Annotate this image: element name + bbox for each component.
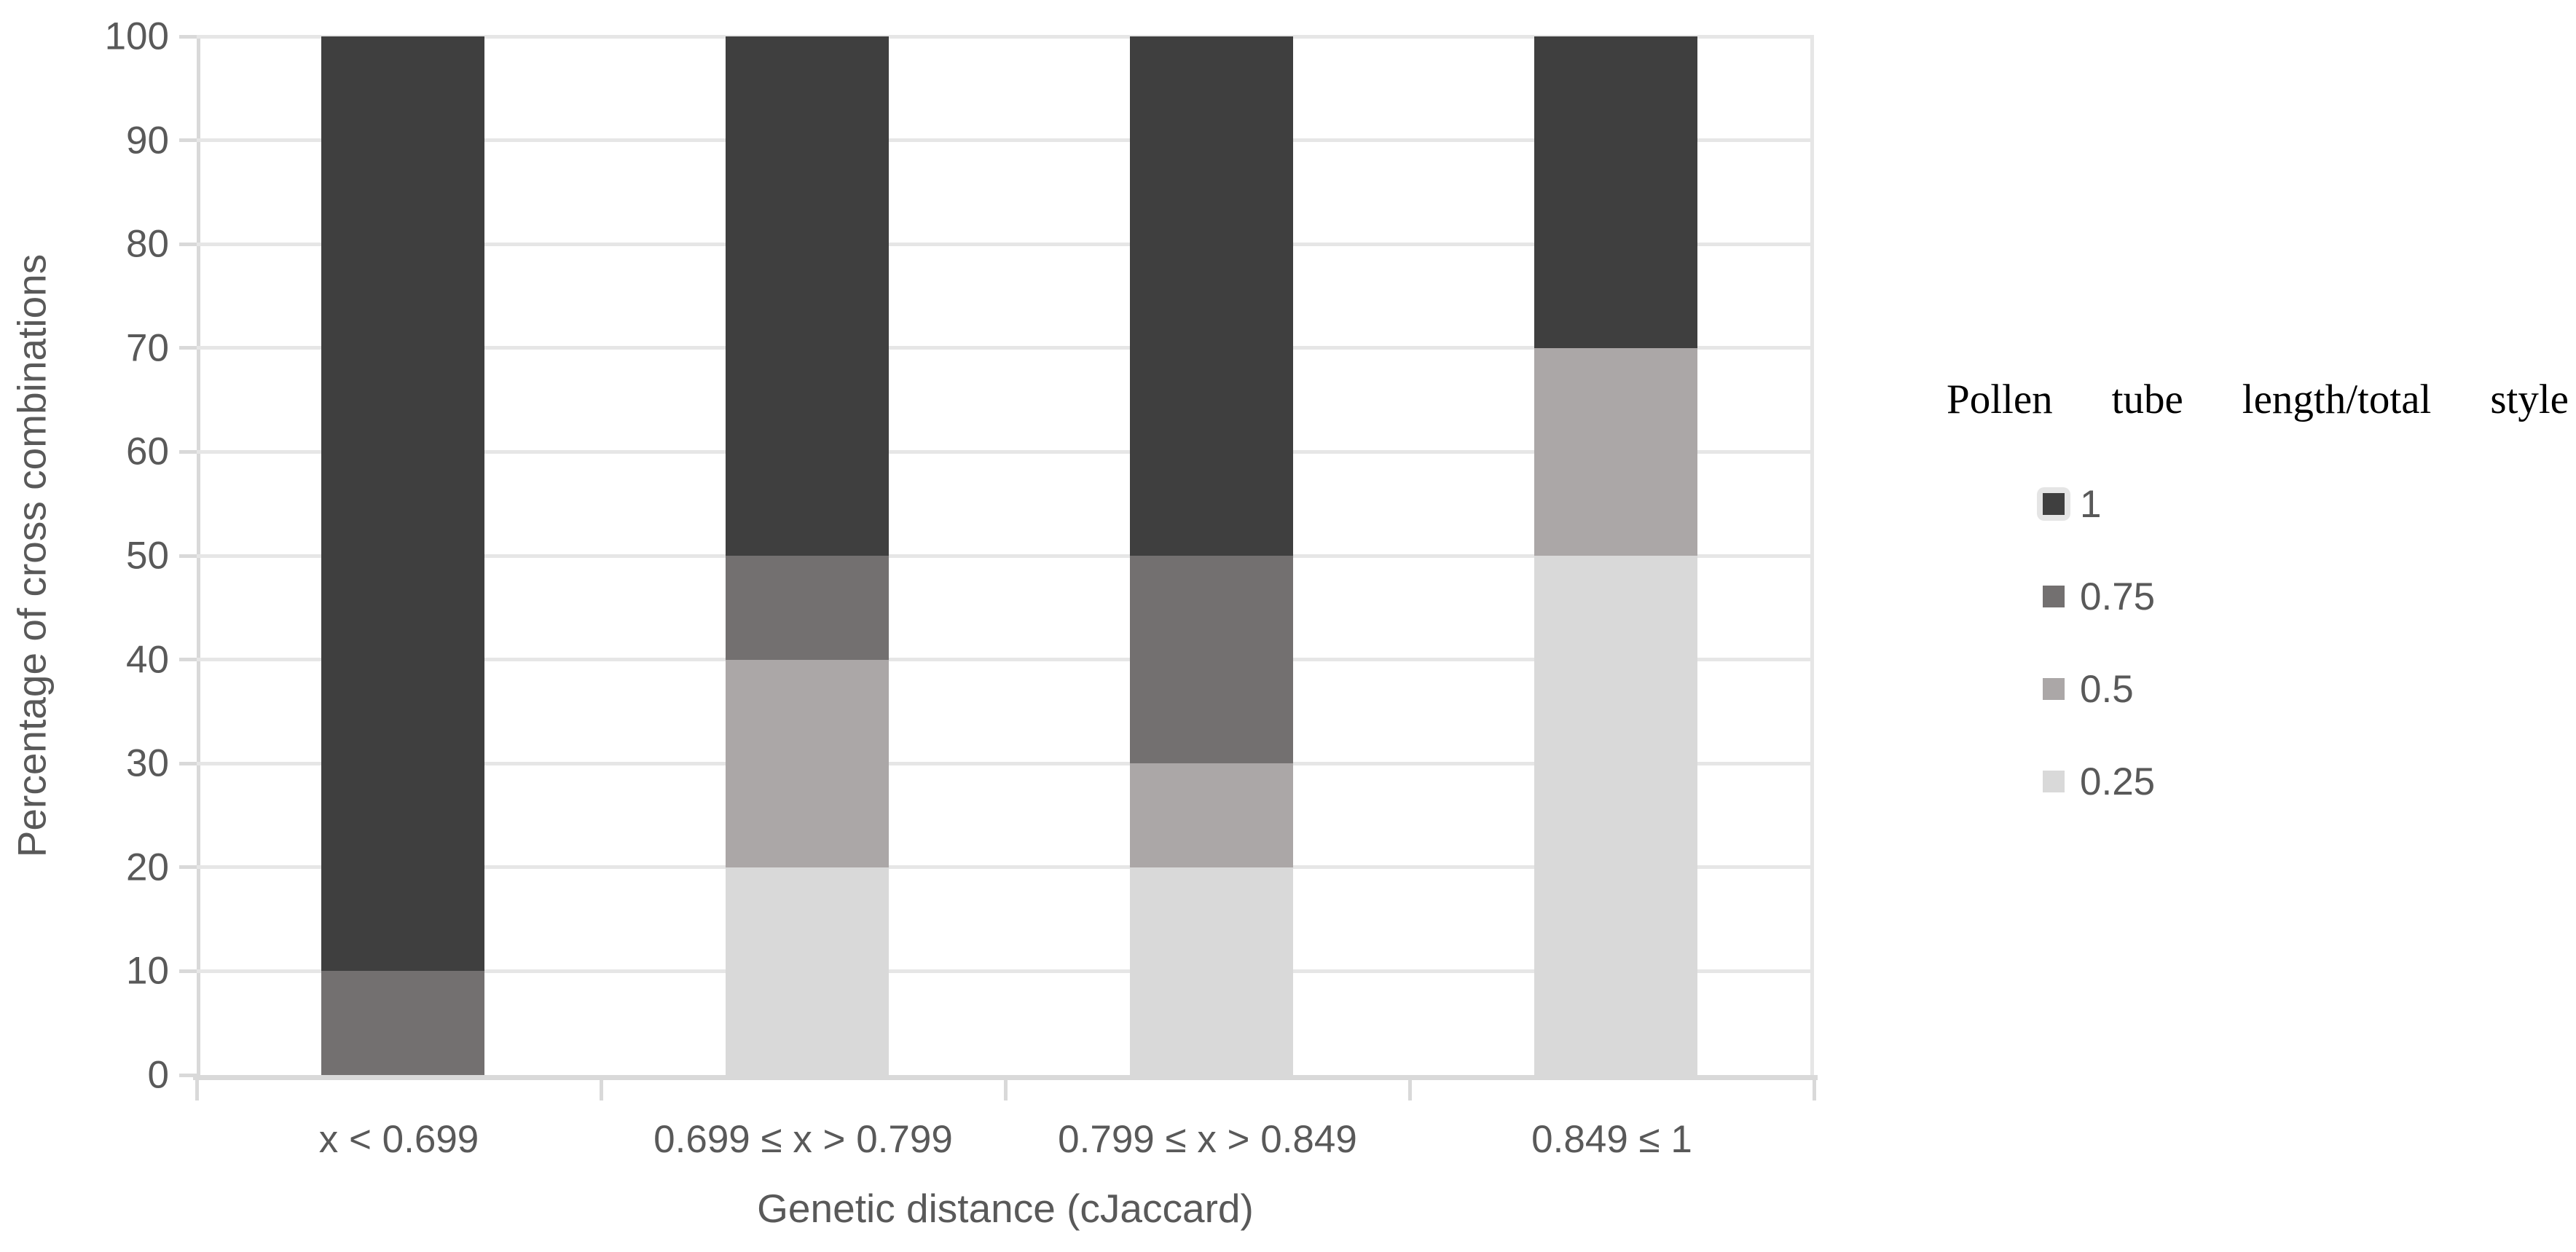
- legend-swatch-0.5: [2043, 678, 2065, 700]
- bar-3-segment-0.5: [1129, 763, 1293, 867]
- gridline-y-10: [197, 969, 1814, 973]
- y-axis-tick: [179, 1073, 197, 1077]
- bar-2-segment-0.25: [725, 867, 889, 1075]
- gridline-y-60: [197, 449, 1814, 454]
- gridline-y-90: [197, 138, 1814, 143]
- bar-3-segment-0.75: [1129, 556, 1293, 764]
- x-axis-tick: [195, 1076, 199, 1101]
- legend-item-label: 0.75: [2080, 575, 2156, 618]
- y-tick-label: 40: [126, 638, 169, 682]
- y-tick-label: 20: [126, 846, 169, 889]
- y-axis-tick: [179, 34, 197, 39]
- y-tick-label: 100: [104, 15, 169, 58]
- gridline-y-100: [197, 34, 1814, 39]
- legend-item-0.5: 0.5: [2037, 667, 2134, 711]
- legend-swatch-wrap: [2037, 580, 2070, 613]
- y-axis-tick: [179, 554, 197, 558]
- legend-swatch-wrap: [2037, 765, 2070, 798]
- bar-4-segment-0.25: [1534, 556, 1697, 1075]
- bar-1: [321, 36, 484, 1075]
- x-axis-title: Genetic distance (cJaccard): [757, 1186, 1254, 1231]
- legend-item-0.25: 0.25: [2037, 760, 2155, 803]
- legend-title: Pollen tube length/total style: [1947, 377, 2569, 423]
- legend-swatch-0.75: [2043, 586, 2065, 607]
- y-axis-tick: [179, 242, 197, 246]
- x-category-label: 0.699 ≤ x > 0.799: [653, 1118, 953, 1161]
- gridline-y-70: [197, 346, 1814, 350]
- bar-3: [1129, 36, 1293, 1075]
- x-axis-tick: [1407, 1076, 1412, 1101]
- bar-3-segment-0.25: [1129, 867, 1293, 1075]
- bar-3-segment-1: [1129, 36, 1293, 556]
- legend-swatch-wrap: [2037, 672, 2070, 706]
- y-axis-tick: [179, 449, 197, 454]
- gridline-y-40: [197, 658, 1814, 662]
- legend-title-word: Pollen: [1947, 377, 2053, 422]
- y-axis-tick: [179, 969, 197, 973]
- gridline-y-50: [197, 554, 1814, 558]
- gridline-y-30: [197, 761, 1814, 765]
- y-axis-tick: [179, 138, 197, 143]
- bar-4-segment-0.5: [1534, 347, 1697, 556]
- legend-title-word: length/total: [2242, 377, 2432, 422]
- bar-4-segment-1: [1534, 36, 1697, 348]
- y-tick-label: 90: [126, 119, 169, 162]
- legend-item-1: 1: [2037, 482, 2101, 526]
- legend-title-word: tube: [2111, 377, 2183, 422]
- x-axis-tick: [599, 1076, 603, 1101]
- x-category-label: 0.799 ≤ x > 0.849: [1058, 1118, 1357, 1161]
- bar-2-segment-0.5: [725, 659, 889, 867]
- y-tick-label: 10: [126, 949, 169, 993]
- x-category-label: 0.849 ≤ 1: [1531, 1118, 1692, 1161]
- bar-2: [725, 36, 889, 1075]
- bar-2-segment-1: [725, 36, 889, 556]
- x-category-label: x < 0.699: [318, 1118, 479, 1161]
- y-axis-tick: [179, 658, 197, 662]
- legend-item-label: 0.5: [2080, 667, 2134, 711]
- y-axis-tick: [179, 761, 197, 765]
- legend-item-0.75: 0.75: [2037, 575, 2155, 618]
- y-axis-tick: [179, 865, 197, 870]
- y-axis-tick: [179, 346, 197, 350]
- bar-2-segment-0.75: [725, 556, 889, 660]
- bar-1-segment-1: [321, 36, 484, 972]
- legend-swatch-1: [2043, 493, 2065, 515]
- bar-4: [1534, 36, 1697, 1075]
- gridline-y-80: [197, 242, 1814, 246]
- legend-item-label: 0.25: [2080, 760, 2156, 803]
- x-axis-tick: [1812, 1076, 1816, 1101]
- gridline-y-20: [197, 865, 1814, 870]
- y-tick-label: 50: [126, 534, 169, 578]
- legend-item-label: 1: [2080, 482, 2102, 526]
- x-axis-tick: [1003, 1076, 1008, 1101]
- legend-title-word: style: [2490, 377, 2569, 422]
- y-tick-label: 80: [126, 222, 169, 266]
- y-tick-label: 0: [147, 1053, 169, 1097]
- legend-swatch-highlight: [2037, 487, 2070, 521]
- y-tick-label: 60: [126, 430, 169, 473]
- plot-area: [197, 34, 1814, 1075]
- y-tick-label: 70: [126, 326, 169, 370]
- y-tick-label: 30: [126, 741, 169, 785]
- legend-swatch-0.25: [2043, 771, 2065, 792]
- bar-1-segment-0.75: [321, 971, 484, 1075]
